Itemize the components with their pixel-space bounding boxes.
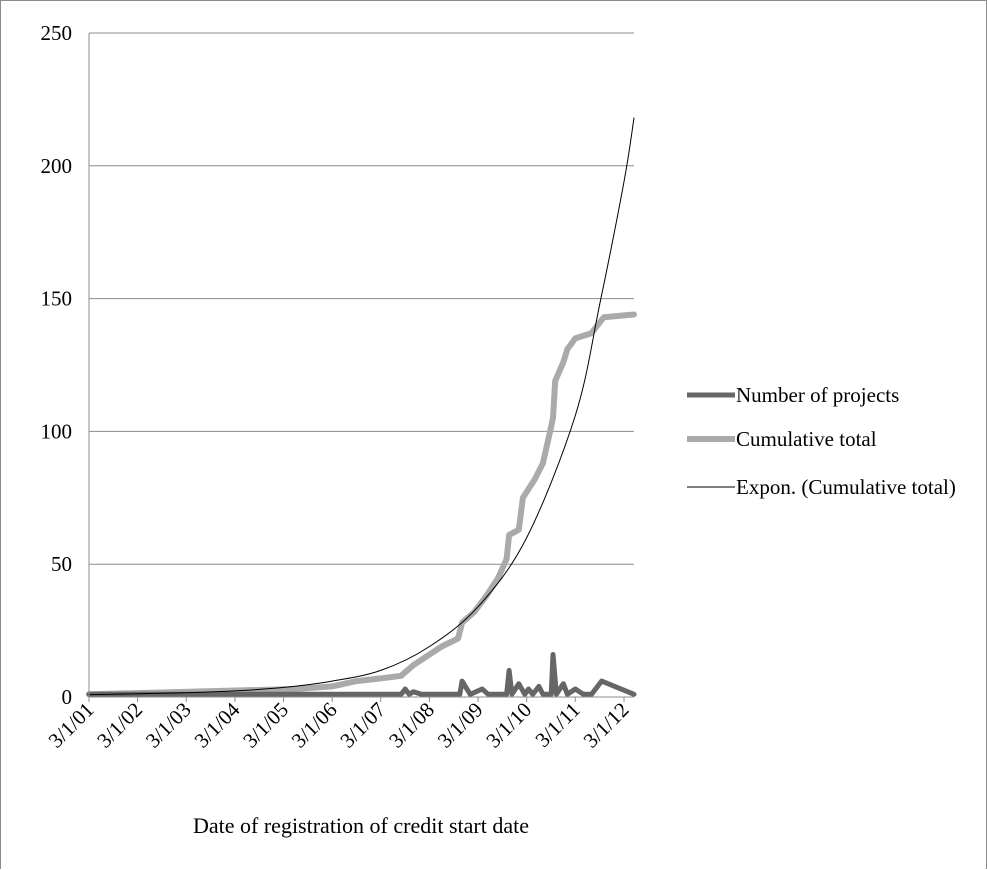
y-tick-label: 250 [41,21,73,45]
x-tick-label: 3/1/12 [579,698,634,753]
legend-label-0: Number of projects [736,383,899,407]
gridlines [89,32,634,565]
series-lines [86,117,637,698]
x-tick-labels: 3/1/013/1/023/1/033/1/043/1/053/1/063/1/… [44,697,634,752]
series-line-2 [88,117,635,696]
x-tick-label: 3/1/09 [433,698,488,753]
x-tick-label: 3/1/11 [530,698,584,752]
series-line-1 [86,311,637,698]
axes [88,33,634,702]
x-tick-label: 3/1/07 [335,698,390,753]
legend: Number of projects Cumulative total Expon.… [687,383,956,499]
x-tick-label: 3/1/05 [238,698,293,753]
y-tick-label: 50 [51,552,72,576]
x-tick-label: 3/1/04 [190,697,245,752]
y-tick-label: 0 [62,685,73,709]
x-tick-label: 3/1/03 [141,698,196,753]
y-tick-label: 150 [41,287,73,311]
legend-label-1: Cumulative total [736,427,877,451]
y-tick-labels: 0 50 100 150 200 250 [41,21,73,709]
legend-label-2: Expon. (Cumulative total) [736,475,956,499]
x-tick-label: 3/1/02 [92,698,147,753]
x-axis-title: Date of registration of credit start dat… [193,813,529,838]
y-tick-label: 200 [41,154,73,178]
x-tick-label: 3/1/06 [287,698,342,753]
x-tick-label: 3/1/10 [481,698,536,753]
series-line-0 [86,652,637,697]
x-tick-label: 3/1/08 [384,698,439,753]
y-tick-label: 100 [41,419,73,443]
